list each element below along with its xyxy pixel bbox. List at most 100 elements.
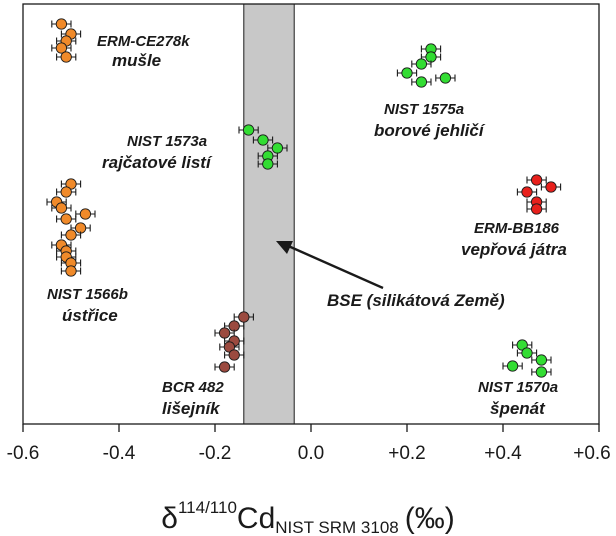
group-label-nist-1575a: NIST 1575a borové jehličí bbox=[374, 101, 486, 140]
group-name: ERM-CE278k bbox=[97, 33, 190, 50]
point-marker bbox=[238, 311, 250, 323]
data-points bbox=[46, 18, 562, 378]
group-label-bcr-482: BCR 482 lišejník bbox=[162, 379, 224, 418]
group-subtitle: ústřice bbox=[62, 306, 118, 325]
point-marker bbox=[60, 186, 72, 198]
x-tick-label: -0.2 bbox=[199, 443, 232, 464]
data-point bbox=[56, 213, 77, 225]
group-subtitle: lišejník bbox=[162, 399, 221, 418]
group-subtitle: mušle bbox=[112, 51, 161, 70]
data-point bbox=[214, 327, 235, 339]
x-axis-label-main: Cd bbox=[237, 502, 275, 535]
x-axis-ticks bbox=[22, 424, 600, 432]
x-tick-label: +0.6 bbox=[573, 443, 611, 464]
x-axis-label-delta: δ bbox=[161, 502, 178, 535]
x-axis-tick-labels: -0.6 -0.4 -0.2 0.0 +0.2 +0.4 +0.6 bbox=[7, 443, 611, 464]
group-subtitle: špenát bbox=[490, 399, 546, 418]
data-point bbox=[51, 202, 72, 214]
point-marker bbox=[521, 186, 533, 198]
data-point bbox=[411, 58, 432, 70]
point-marker bbox=[218, 327, 231, 339]
x-axis-label-sup: 114/110 bbox=[178, 498, 237, 517]
x-tick-label: 0.0 bbox=[298, 443, 324, 464]
point-marker bbox=[79, 208, 92, 220]
point-marker bbox=[65, 229, 77, 241]
data-point bbox=[214, 361, 235, 373]
x-tick-label: +0.2 bbox=[388, 443, 426, 464]
point-marker bbox=[262, 158, 274, 170]
data-point bbox=[60, 265, 82, 277]
point-marker bbox=[506, 360, 519, 372]
group-name: BCR 482 bbox=[162, 379, 224, 396]
group-label-nist-1570a: NIST 1570a špenát bbox=[478, 379, 558, 418]
group-name: NIST 1566b bbox=[47, 286, 128, 303]
bse-arrow bbox=[276, 241, 384, 290]
data-point bbox=[224, 320, 245, 332]
data-point bbox=[531, 354, 552, 366]
group-name: NIST 1570a bbox=[478, 379, 558, 396]
data-point bbox=[51, 42, 72, 54]
point-marker bbox=[65, 265, 77, 277]
point-marker bbox=[55, 202, 68, 214]
point-marker bbox=[55, 42, 68, 54]
group-label-nist-1573a: NIST 1573a rajčatové listí bbox=[102, 133, 213, 172]
group-name: NIST 1575a bbox=[384, 101, 464, 118]
group-name: NIST 1573a bbox=[127, 133, 207, 150]
data-point bbox=[51, 18, 72, 30]
data-point bbox=[435, 72, 456, 84]
group-label-erm-ce278k: ERM-CE278k mušle bbox=[97, 33, 190, 70]
point-marker bbox=[535, 354, 548, 366]
data-point bbox=[516, 347, 538, 359]
data-point bbox=[420, 43, 442, 55]
data-point bbox=[70, 222, 91, 234]
group-subtitle: vepřová játra bbox=[461, 240, 567, 259]
x-axis-label-unit: (‰) bbox=[405, 502, 455, 535]
point-marker bbox=[228, 349, 240, 361]
data-point bbox=[238, 124, 259, 136]
point-marker bbox=[530, 203, 543, 215]
point-marker bbox=[535, 366, 548, 378]
x-axis-label: δ114/110CdNIST SRM 3108 (‰) bbox=[161, 498, 454, 536]
data-point bbox=[502, 360, 523, 372]
point-marker bbox=[521, 347, 533, 359]
data-point bbox=[396, 67, 418, 79]
group-name: ERM-BB186 bbox=[474, 220, 560, 237]
data-point bbox=[526, 174, 547, 186]
point-marker bbox=[242, 124, 255, 136]
data-point bbox=[516, 186, 538, 198]
data-point bbox=[75, 208, 96, 220]
x-tick-label: +0.4 bbox=[484, 443, 522, 464]
point-marker bbox=[55, 18, 68, 30]
point-marker bbox=[415, 76, 428, 88]
point-marker bbox=[530, 174, 543, 186]
data-point bbox=[233, 311, 254, 323]
data-point bbox=[60, 257, 82, 269]
point-marker bbox=[60, 213, 72, 225]
data-point bbox=[252, 134, 274, 146]
point-marker bbox=[545, 181, 557, 193]
data-point bbox=[60, 229, 82, 241]
group-label-nist-1566b: NIST 1566b ústřice bbox=[47, 286, 128, 325]
point-marker bbox=[415, 58, 428, 70]
x-tick-label: -0.4 bbox=[103, 443, 136, 464]
data-point bbox=[411, 76, 432, 88]
x-axis-label-sub: NIST SRM 3108 bbox=[275, 518, 398, 536]
group-subtitle: rajčatové listí bbox=[102, 153, 213, 172]
data-point bbox=[540, 181, 562, 193]
x-tick-label: -0.6 bbox=[7, 443, 40, 464]
point-marker bbox=[271, 142, 284, 154]
point-marker bbox=[401, 67, 413, 79]
bse-band bbox=[243, 3, 295, 425]
point-marker bbox=[257, 134, 269, 146]
data-point bbox=[56, 186, 77, 198]
point-marker bbox=[60, 51, 72, 63]
data-point bbox=[224, 349, 245, 361]
data-point bbox=[257, 158, 278, 170]
data-point bbox=[526, 203, 547, 215]
group-label-erm-bb186: ERM-BB186 vepřová játra bbox=[461, 220, 567, 259]
point-marker bbox=[218, 361, 231, 373]
data-point bbox=[56, 51, 77, 63]
point-marker bbox=[439, 72, 452, 84]
bse-label: BSE (silikátová Země) bbox=[327, 291, 505, 310]
